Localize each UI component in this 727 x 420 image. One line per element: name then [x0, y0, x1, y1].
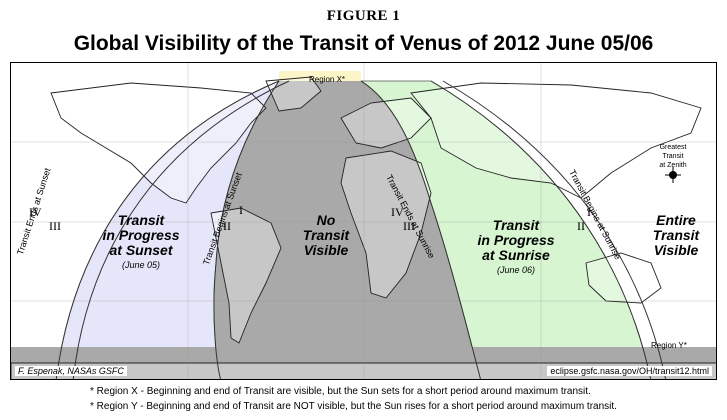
entire-line2: Transit: [652, 227, 700, 243]
sunset-line2: in Progress: [102, 227, 180, 243]
credit-author: F. Espenak, NASAs GSFC: [15, 366, 127, 376]
map-svg: [11, 63, 716, 379]
curve-ends-sunset: [55, 80, 280, 379]
figure-label: FIGURE 1: [326, 8, 401, 24]
contact-curves: [55, 80, 667, 379]
curve-ends-sunrise: [360, 80, 481, 379]
europe: [340, 97, 432, 149]
africa: [340, 150, 432, 299]
region-x-band: [279, 71, 361, 81]
zenith-label: Greatest Transit at Zenith: [651, 143, 695, 170]
contact-ii-sunset: II: [223, 219, 231, 233]
asia: [410, 82, 702, 199]
landmasses: [11, 76, 716, 379]
contact-iv-sunset: IV: [29, 205, 42, 219]
contact-iii-sunrise: III: [403, 219, 415, 233]
note-region-y: * Region Y - Beginning and end of Transi…: [90, 401, 617, 412]
curve-i-sunrise: [442, 80, 667, 379]
label-no-transit: No Transit Visible: [291, 213, 361, 258]
contact-i-sunset: I: [239, 203, 243, 217]
zenith-marker: [665, 167, 681, 183]
label-sunrise-region: Transit in Progress at Sunrise (June 06): [461, 218, 571, 278]
sunrise-date: (June 06): [496, 265, 536, 275]
visibility-map: Transit in Progress at Sunset (June 05) …: [10, 62, 717, 380]
label-entire-transit: Entire Transit Visible: [641, 213, 711, 258]
south-america: [210, 207, 282, 344]
sunset-date: (June 05): [121, 260, 161, 270]
sunset-line1: Transit: [117, 212, 165, 228]
contact-iii-sunset: III: [49, 219, 61, 233]
note-region-x: * Region X - Beginning and end of Transi…: [90, 386, 591, 397]
north-america: [50, 82, 267, 204]
zenith-line3: at Zenith: [659, 162, 687, 169]
zenith-line2: Transit: [662, 153, 684, 160]
no-transit-region: [213, 81, 481, 379]
entire-line1: Entire: [656, 212, 696, 228]
sunrise-line2: in Progress: [477, 232, 555, 248]
page-title: Global Visibility of the Transit of Venu…: [73, 32, 654, 55]
australia: [585, 252, 662, 304]
curve-begins-sunrise: [430, 80, 652, 379]
sunrise-line3: at Sunrise: [482, 247, 550, 263]
curve-begins-sunset: [213, 80, 280, 379]
no-transit-line2: Transit: [302, 227, 350, 243]
sunset-line3: at Sunset: [109, 242, 173, 258]
label-sunset-region: Transit in Progress at Sunset (June 05): [91, 213, 191, 273]
contact-i-sunrise: I: [587, 205, 591, 219]
credit-url: eclipse.gsfc.nasa.gov/OH/transit12.html: [547, 366, 712, 376]
no-transit-line1: No: [316, 212, 336, 228]
contact-ii-sunrise: II: [577, 219, 585, 233]
sunrise-line1: Transit: [492, 217, 540, 233]
curve-ii-sunset: [72, 80, 290, 379]
no-transit-line3: Visible: [303, 242, 349, 258]
region-x-label: Region X*: [309, 75, 346, 84]
entire-line3: Visible: [653, 242, 699, 258]
contact-iv-sunrise: IV: [391, 205, 404, 219]
antarctica: [11, 362, 716, 379]
zenith-line1: Greatest: [659, 144, 687, 151]
graticule: [11, 63, 716, 379]
region-y-label: Region Y*: [651, 341, 687, 350]
